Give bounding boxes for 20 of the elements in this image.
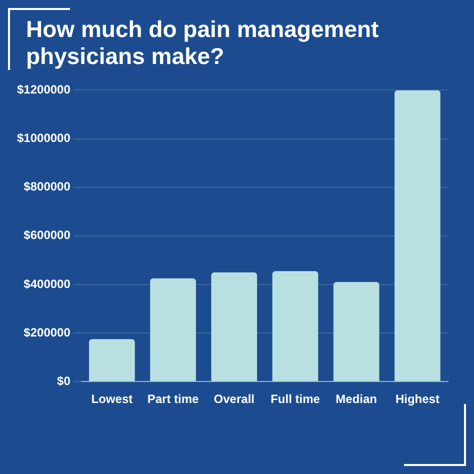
y-tick-label: $0 (57, 374, 71, 388)
bar (150, 278, 196, 382)
x-tick-label: Median (336, 392, 378, 406)
bar (211, 272, 258, 382)
y-tick-label: $400000 (24, 276, 71, 291)
bar (272, 271, 318, 382)
x-tick-label: Highest (395, 392, 440, 406)
x-tick-label: Full time (270, 392, 320, 406)
bar (394, 90, 440, 382)
y-tick-label: $1200000 (17, 82, 71, 97)
y-tick-label: $1000000 (17, 131, 71, 146)
y-tick-label: $200000 (24, 325, 71, 340)
bar (333, 282, 380, 382)
y-tick-label: $600000 (24, 228, 71, 242)
x-tick-label: Part time (147, 392, 200, 406)
y-tick-label: $800000 (24, 180, 71, 194)
x-tick-label: Lowest (91, 392, 133, 406)
chart-title: How much do pain management physicians make? (26, 16, 380, 70)
x-tick-label: Overall (214, 392, 254, 406)
bar (89, 339, 135, 382)
